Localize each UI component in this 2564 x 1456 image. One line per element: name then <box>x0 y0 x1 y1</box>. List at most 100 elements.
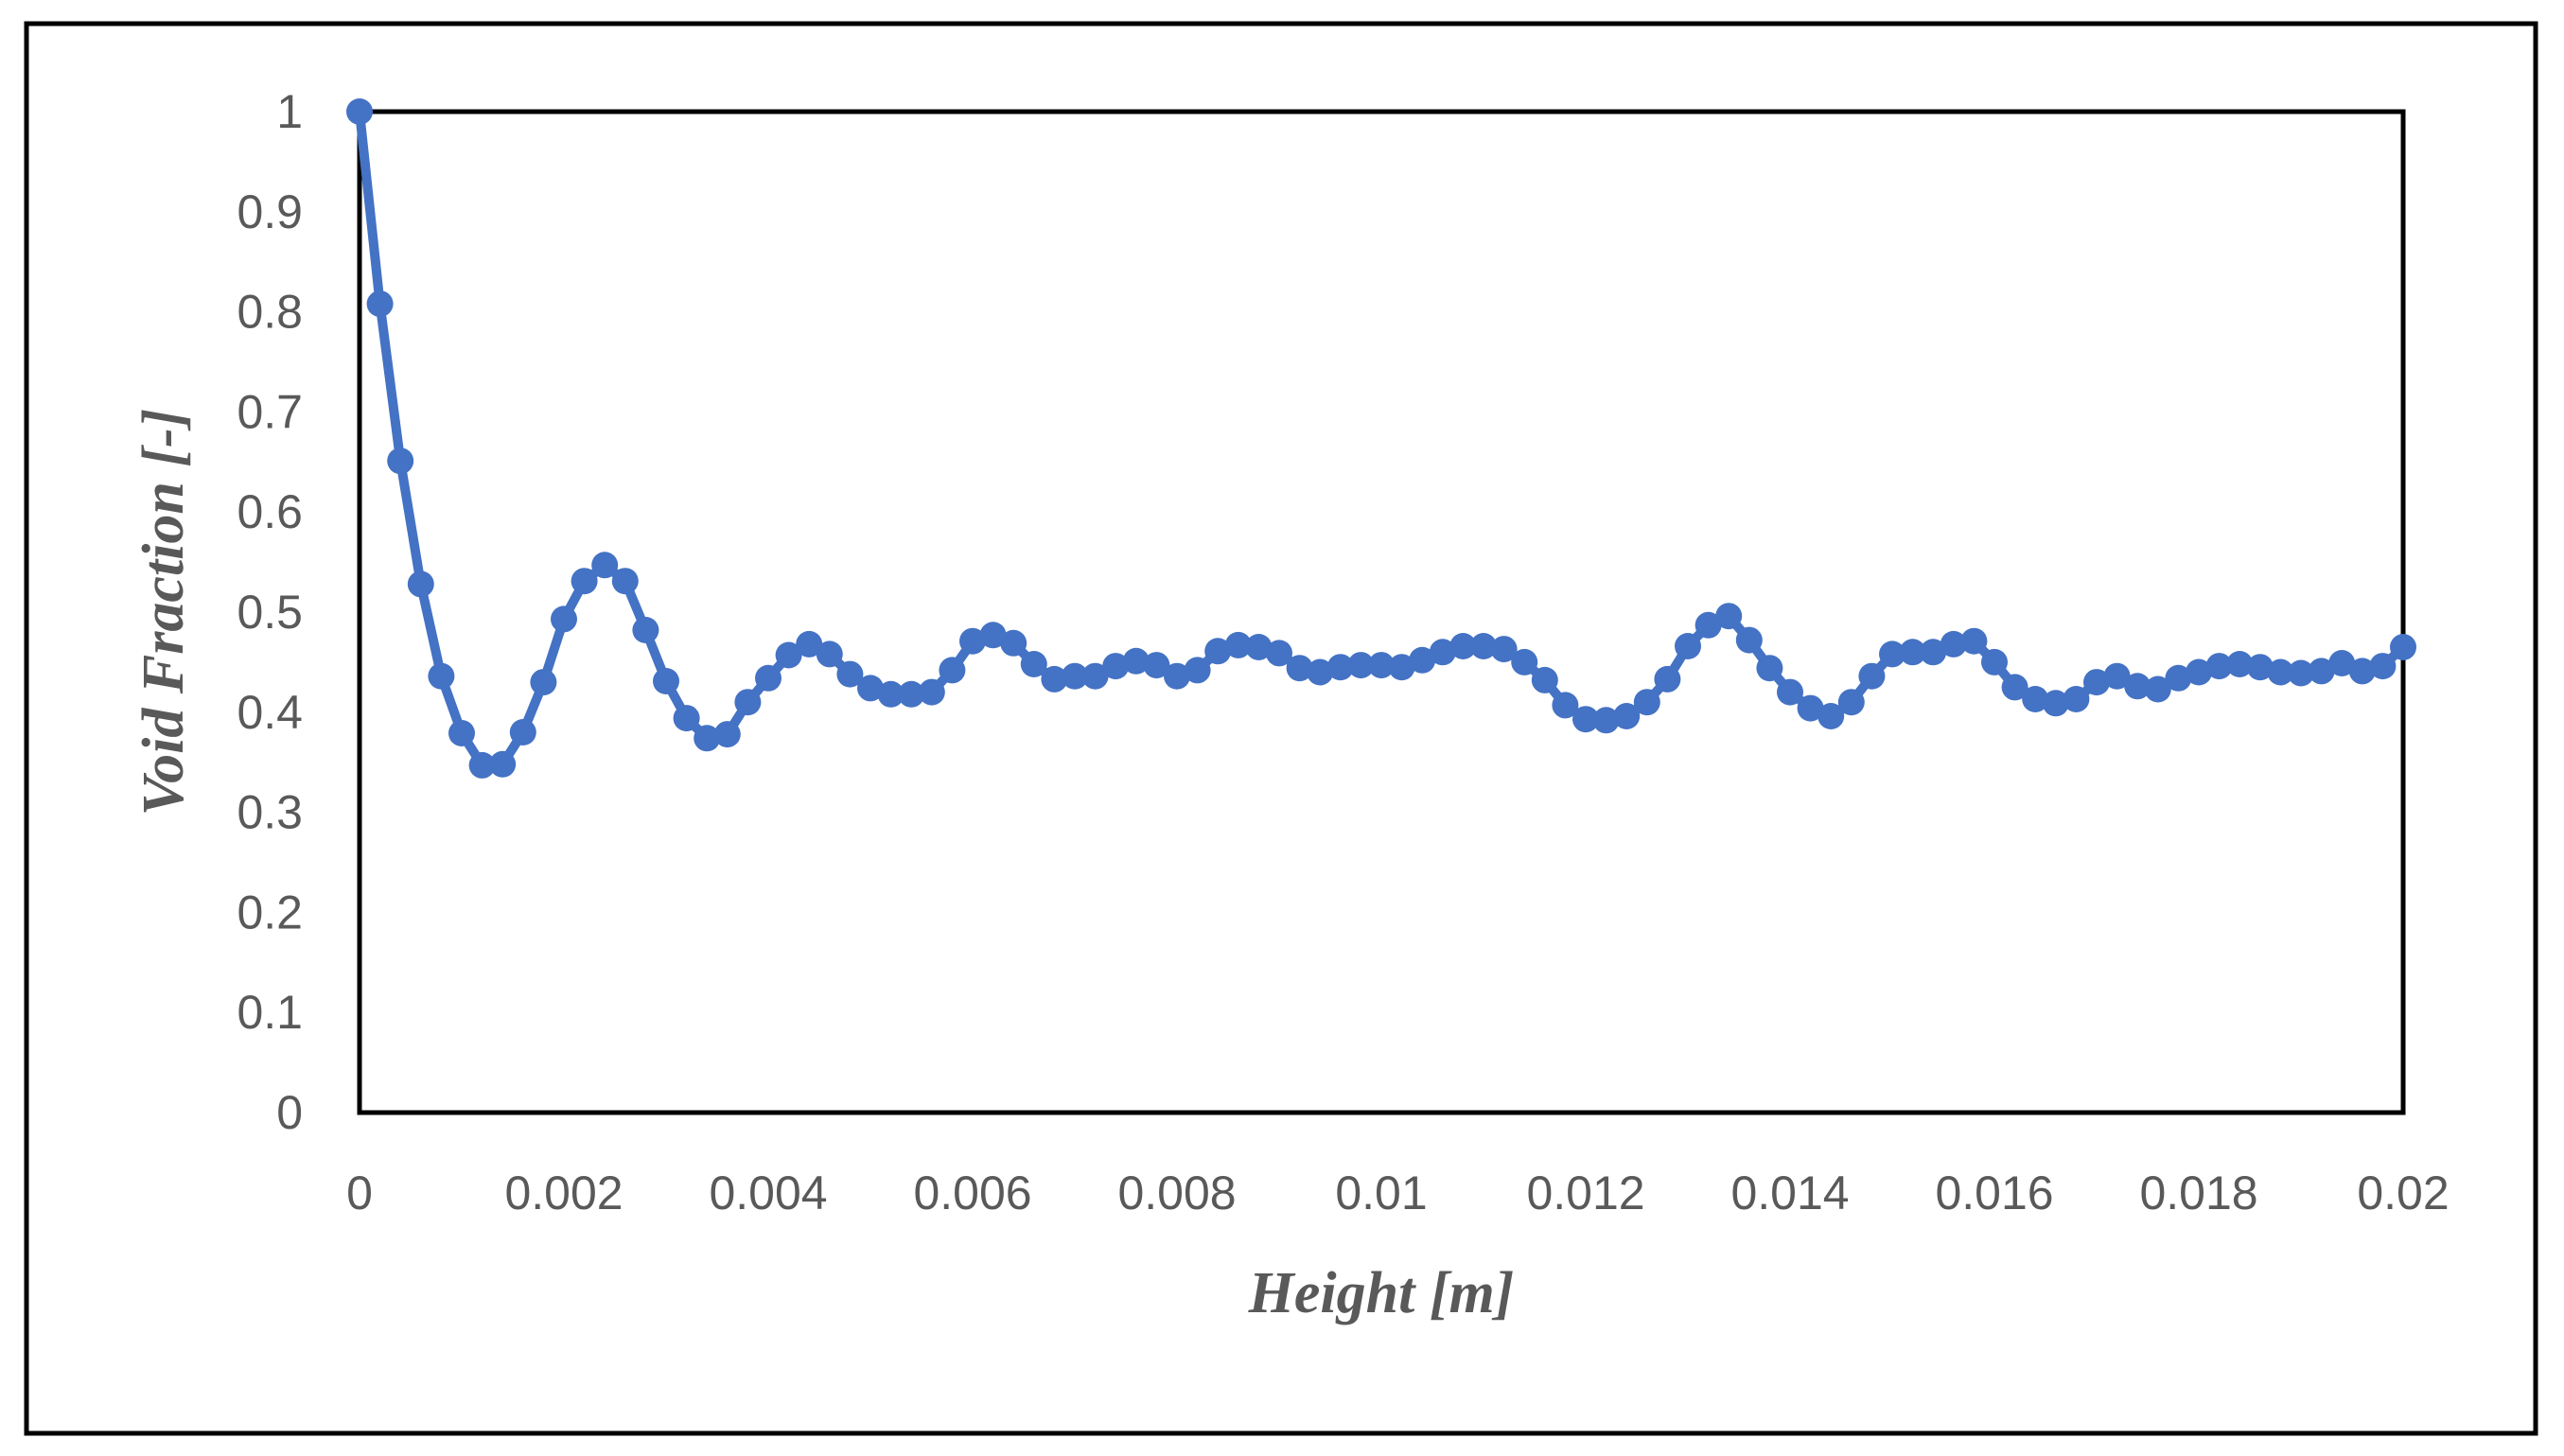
data-point <box>1326 654 1354 681</box>
data-point <box>1470 633 1497 659</box>
data-point <box>2369 653 2397 680</box>
data-point <box>2390 634 2416 660</box>
data-point <box>1572 706 1599 733</box>
x-tick-label: 0 <box>346 1167 373 1219</box>
data-point <box>1920 639 1947 666</box>
data-point <box>2124 673 2151 700</box>
data-point <box>1081 662 1109 690</box>
data-point <box>2328 650 2356 676</box>
data-point <box>571 568 598 595</box>
data-points <box>346 98 2416 779</box>
figure-border <box>24 21 2538 1436</box>
data-point <box>1184 657 1211 684</box>
data-point <box>1837 689 1865 716</box>
y-tick-label: 0.6 <box>237 485 303 538</box>
data-point <box>1818 703 1845 729</box>
data-point <box>1122 647 1150 675</box>
data-point <box>387 447 414 475</box>
data-point <box>2205 653 2233 680</box>
data-point <box>653 668 679 694</box>
data-point <box>632 617 659 643</box>
data-point <box>1307 658 1334 686</box>
data-point <box>1388 654 1415 681</box>
data-point <box>1797 694 1824 722</box>
x-tick-label: 0.004 <box>709 1167 827 1219</box>
data-point <box>551 605 577 633</box>
data-point <box>836 660 864 688</box>
data-point <box>1266 640 1292 667</box>
x-tick-label: 0.002 <box>504 1167 623 1219</box>
data-point <box>509 719 536 746</box>
data-point <box>1409 646 1436 674</box>
data-point <box>1224 631 1252 658</box>
data-point <box>1041 665 1068 693</box>
y-tick-label: 0.1 <box>237 986 303 1039</box>
data-point <box>713 721 741 748</box>
x-axis-tick-labels: 0 0.002 0.004 0.006 0.008 0.01 0.012 0.014 0.016… <box>346 1167 2450 1219</box>
data-point <box>1245 634 1273 660</box>
data-point <box>611 568 639 595</box>
y-axis-title: Void Fraction [-] <box>132 409 196 816</box>
data-point <box>1981 648 2008 675</box>
data-point <box>1368 652 1395 679</box>
data-point <box>1164 662 1190 690</box>
x-axis-title: Height [m] <box>1248 1261 1515 1325</box>
data-point <box>2083 669 2110 696</box>
data-point <box>428 662 455 690</box>
data-point <box>1654 665 1681 693</box>
data-point <box>1490 636 1518 663</box>
x-tick-label: 0.018 <box>2139 1167 2257 1219</box>
y-axis-tick-labels: 0 0.1 0.2 0.3 0.4 0.5 0.6 0.7 0.8 0.9 1 <box>237 85 303 1139</box>
data-point <box>755 664 781 692</box>
data-point <box>959 627 986 655</box>
y-tick-label: 0.9 <box>237 185 303 238</box>
data-point <box>2288 659 2314 687</box>
data-point <box>1511 648 1538 675</box>
data-point <box>1879 640 1905 668</box>
data-point <box>2186 658 2212 686</box>
data-point <box>1960 627 1988 655</box>
data-point <box>1592 707 1620 734</box>
data-point <box>591 552 619 579</box>
data-point <box>2226 651 2254 677</box>
data-point <box>1675 633 1701 659</box>
data-point <box>1756 655 1783 682</box>
data-point <box>1286 655 1313 682</box>
data-point <box>857 675 884 702</box>
y-tick-label: 0.4 <box>237 686 303 739</box>
data-point <box>1695 611 1722 639</box>
x-tick-label: 0.01 <box>1335 1167 1427 1219</box>
x-tick-label: 0.016 <box>1935 1167 2053 1219</box>
y-tick-label: 0.2 <box>237 886 303 939</box>
data-point <box>1735 626 1763 654</box>
data-point <box>489 750 517 778</box>
data-point <box>448 720 475 746</box>
data-point <box>796 630 823 658</box>
x-tick-label: 0.02 <box>2357 1167 2449 1219</box>
data-point <box>1347 652 1375 679</box>
data-point <box>1449 633 1477 659</box>
data-point <box>1899 639 1926 666</box>
data-point <box>1633 689 1660 716</box>
data-point <box>346 98 373 125</box>
data-point <box>1102 653 1130 680</box>
data-point <box>816 640 843 668</box>
data-point <box>775 641 802 669</box>
x-tick-label: 0.014 <box>1730 1167 1849 1219</box>
data-point <box>2308 658 2335 685</box>
data-point <box>2063 686 2090 712</box>
y-tick-label: 1 <box>276 85 303 138</box>
data-point <box>918 678 945 706</box>
data-point <box>979 622 1007 649</box>
data-point <box>1000 629 1027 657</box>
data-point <box>673 705 700 732</box>
data-point <box>1858 662 1886 690</box>
plot-area-frame <box>357 109 2406 1115</box>
data-point <box>468 751 496 779</box>
data-point <box>1143 652 1170 679</box>
data-point <box>2022 686 2049 712</box>
data-point <box>1531 666 1558 693</box>
y-tick-label: 0.5 <box>237 586 303 639</box>
y-tick-label: 0 <box>276 1086 303 1139</box>
